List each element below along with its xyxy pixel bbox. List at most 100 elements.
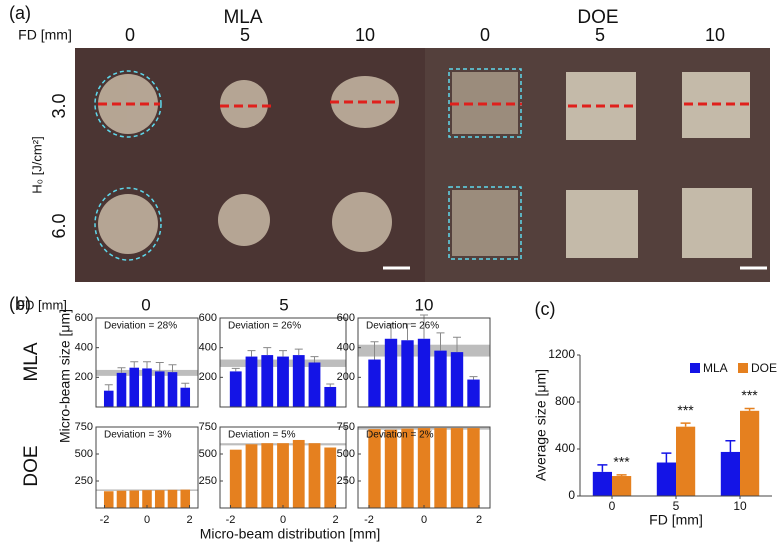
- band: [96, 489, 198, 491]
- error-bar: [130, 361, 139, 368]
- fd-value: 5: [595, 25, 605, 45]
- x-axis-label: Micro-beam distribution [mm]: [200, 526, 381, 542]
- bar: [434, 350, 447, 407]
- bar: [277, 356, 289, 407]
- y-tick-label: 400: [337, 342, 355, 354]
- annotation: ***: [677, 402, 694, 418]
- bar: [434, 428, 447, 508]
- x-tick-label: -2: [364, 514, 374, 526]
- error-bar: [181, 382, 190, 388]
- error-bar: [326, 383, 335, 387]
- bar: [308, 443, 321, 508]
- annotation: ***: [613, 454, 630, 470]
- bar: [167, 489, 178, 508]
- y-tick-label: 500: [75, 448, 93, 460]
- error-bar: [310, 356, 319, 363]
- bar: [142, 490, 152, 508]
- fd-value: 10: [705, 25, 725, 45]
- bar: [308, 362, 321, 407]
- annotation: Deviation = 26%: [228, 321, 301, 332]
- bar: [401, 428, 414, 508]
- y-axis-label: Micro-beam size [μm]: [57, 309, 73, 443]
- error-bar: [387, 323, 395, 339]
- bar: [277, 443, 289, 508]
- bar: [450, 428, 464, 508]
- error-bar: [661, 452, 672, 463]
- y-tick-label: 600: [75, 312, 93, 324]
- x-tick-label: 0: [144, 514, 150, 526]
- y-tick-label: 750: [337, 421, 355, 433]
- bar: [417, 338, 431, 407]
- bar: [129, 367, 140, 407]
- fd-value: 0: [125, 25, 135, 45]
- bar: [292, 439, 305, 508]
- bar: [384, 338, 398, 407]
- error-bar: [597, 464, 608, 472]
- y-tick-label: 750: [199, 421, 217, 433]
- bar: [261, 443, 274, 508]
- bar: [384, 429, 398, 508]
- bar: [180, 489, 191, 508]
- error-bar: [453, 336, 461, 353]
- fd-label: FD [mm]: [18, 27, 72, 43]
- error-bar: [104, 384, 113, 391]
- panel-label: (a): [9, 3, 31, 23]
- error-bar: [279, 350, 287, 357]
- annotation: Deviation = 5%: [228, 430, 296, 441]
- fd-value: 10: [415, 295, 434, 314]
- x-tick-label: 5: [673, 499, 680, 513]
- photo-grid: [75, 48, 770, 282]
- error-bar: [143, 361, 151, 369]
- bar: [467, 379, 480, 407]
- error-bar: [744, 407, 755, 411]
- x-tick-label: 10: [733, 499, 747, 513]
- x-tick-label: -2: [100, 514, 110, 526]
- annotation: Deviation = 2%: [366, 430, 434, 441]
- y-tick-label: 200: [337, 371, 355, 383]
- y-tick-label: 750: [75, 421, 93, 433]
- error-bar: [370, 341, 379, 360]
- y-axis-label: Average size [μm]: [533, 369, 549, 481]
- group-title: MLA: [223, 7, 262, 28]
- x-tick-label: 2: [476, 514, 482, 526]
- y-tick-label: 250: [337, 475, 355, 487]
- bar: [180, 387, 191, 407]
- y-tick-label: 200: [199, 371, 217, 383]
- bar: [720, 451, 740, 496]
- legend-swatch: [738, 363, 748, 373]
- annotation: ***: [741, 387, 758, 403]
- annotation: Deviation = 26%: [366, 321, 439, 332]
- bar: [154, 490, 165, 508]
- frame: [357, 317, 491, 408]
- fd-value: 5: [240, 25, 250, 45]
- legend-label: DOE: [751, 361, 777, 375]
- x-tick-label: 2: [186, 514, 192, 526]
- fd-value: 0: [480, 25, 490, 45]
- bar: [740, 410, 760, 496]
- y-tick-label: 600: [199, 312, 217, 324]
- bar: [103, 491, 114, 508]
- annotation: Deviation = 28%: [104, 321, 177, 332]
- frame: [95, 317, 199, 408]
- frame: [219, 317, 347, 408]
- y-tick-label: 0: [568, 488, 575, 502]
- bar: [292, 355, 305, 407]
- error-bar: [680, 422, 691, 427]
- y-tick-label: 1200: [548, 347, 575, 361]
- y-tick-label: 500: [337, 448, 355, 460]
- fd-label: FD [mm]: [17, 297, 67, 312]
- y-tick-label: 500: [199, 448, 217, 460]
- bar: [116, 490, 127, 508]
- legend-label: MLA: [703, 361, 728, 375]
- row-label: MLA: [21, 342, 42, 381]
- bar: [103, 390, 114, 407]
- bar: [401, 340, 414, 407]
- bar: [676, 426, 696, 496]
- error-bar: [117, 367, 126, 373]
- bar: [245, 356, 258, 407]
- y-tick-label: 400: [555, 441, 575, 455]
- bar: [229, 449, 242, 508]
- bar: [116, 372, 127, 407]
- bar: [324, 386, 337, 407]
